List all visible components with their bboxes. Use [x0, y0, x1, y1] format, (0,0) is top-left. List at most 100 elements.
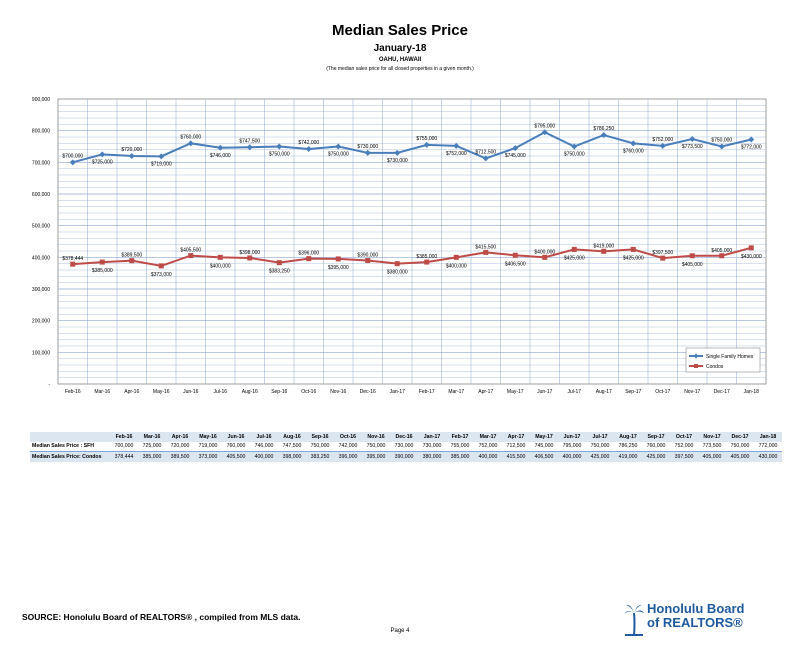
sfh-series-line	[72, 131, 752, 164]
data-label: $425,000	[623, 255, 644, 261]
sfh-data-point	[305, 146, 312, 153]
condo-data-point	[158, 263, 164, 269]
table-header-cell: Dec-16	[390, 432, 418, 442]
logo-line-1: Honolulu Board	[647, 601, 745, 616]
condo-data-point	[365, 258, 371, 263]
data-label: $389,500	[121, 253, 142, 259]
sfh-data-point	[512, 145, 519, 152]
sfh-data-point	[423, 141, 430, 148]
table-cell: 405,500	[222, 451, 250, 462]
x-tick-label: Mar-17	[448, 389, 464, 395]
data-label: $760,000	[180, 134, 201, 140]
table-cell: 398,000	[278, 451, 306, 462]
x-tick-label: Nov-17	[684, 389, 700, 395]
table-cell: 752,000	[474, 441, 502, 452]
data-label: $730,000	[387, 158, 408, 164]
table-header-cell: Aug-17	[614, 432, 642, 442]
data-label: $415,500	[475, 244, 496, 250]
table-cell: 750,000	[306, 441, 334, 452]
data-label: $746,000	[210, 153, 231, 159]
sfh-data-point	[630, 140, 637, 147]
data-label: $750,000	[711, 138, 732, 144]
x-tick-label: Jun-16	[183, 389, 199, 395]
sfh-data-point	[659, 142, 666, 149]
legend-label: Condos	[706, 364, 724, 370]
table-cell: 425,000	[586, 451, 614, 462]
condo-data-point	[660, 255, 666, 261]
table-cell: 405,000	[726, 451, 754, 462]
data-label: $395,000	[328, 265, 349, 271]
table-cell: 400,000	[250, 451, 278, 462]
condo-data-point	[217, 254, 223, 260]
logo-text: Honolulu Board of REALTORS®	[647, 602, 745, 630]
sfh-data-point	[453, 142, 460, 149]
x-tick-label: Sep-17	[625, 389, 641, 395]
sfh-data-point	[276, 143, 283, 150]
condo-data-point	[630, 246, 636, 252]
legend-marker	[694, 364, 698, 368]
condo-data-point	[453, 254, 459, 260]
data-label: $795,000	[534, 123, 555, 129]
y-tick-label: 400,000	[32, 255, 50, 261]
chart-subtitle: January-18	[373, 43, 427, 54]
y-tick-label: 700,000	[32, 160, 50, 166]
table-header-cell: May-17	[530, 432, 558, 442]
data-label: $752,000	[446, 151, 467, 157]
sfh-data-point	[689, 136, 696, 143]
table-header-cell: Jun-16	[222, 432, 250, 442]
table-header-cell: Sep-17	[642, 432, 670, 442]
y-tick-label: 900,000	[32, 97, 50, 103]
x-tick-label: Nov-16	[330, 389, 346, 395]
y-tick-label: 100,000	[32, 350, 50, 356]
table-cell: 755,000	[446, 441, 474, 452]
data-label: $400,000	[446, 263, 467, 269]
table-cell: 719,000	[194, 441, 222, 452]
honolulu-board-logo: Honolulu Board of REALTORS®	[623, 601, 783, 637]
table-header-cell: Aug-16	[278, 432, 306, 442]
data-label: $406,500	[505, 261, 526, 267]
data-label: $378,444	[62, 256, 83, 262]
data-label: $405,000	[682, 262, 703, 268]
table-cell: 406,500	[530, 451, 558, 462]
sfh-data-point	[187, 140, 194, 147]
table-header-cell: Nov-16	[362, 432, 390, 442]
condo-data-point	[601, 248, 607, 254]
data-label: $700,000	[62, 153, 83, 159]
data-label: $419,000	[593, 243, 614, 249]
table-cell: 390,000	[390, 451, 418, 462]
x-tick-label: May-16	[153, 389, 170, 395]
x-tick-label: Oct-16	[301, 389, 316, 395]
x-tick-label: Feb-17	[419, 389, 435, 395]
table-header-cell: Nov-17	[698, 432, 726, 442]
y-tick-label: 800,000	[32, 129, 50, 135]
data-label: $745,000	[505, 153, 526, 159]
table-header-cell: Sep-16	[306, 432, 334, 442]
table-cell: 383,250	[306, 451, 334, 462]
table-header-cell: Feb-17	[446, 432, 474, 442]
table-header-cell: Dec-17	[726, 432, 754, 442]
x-tick-label: Jul-16	[213, 389, 227, 395]
data-label: $385,000	[416, 254, 437, 260]
table-cell: 397,500	[670, 451, 698, 462]
table-header-cell: Feb-16	[110, 432, 138, 442]
x-tick-label: Aug-17	[596, 389, 612, 395]
table-row-label: Median Sales Price: Condos	[30, 451, 110, 462]
condo-data-point	[99, 259, 105, 265]
data-label: $725,000	[92, 159, 113, 165]
table-cell: 745,000	[530, 441, 558, 452]
y-tick-label: 300,000	[32, 287, 50, 293]
condo-data-point	[483, 249, 489, 255]
data-label: $750,000	[564, 152, 585, 158]
x-tick-label: Aug-16	[242, 389, 258, 395]
sfh-data-point	[394, 149, 401, 156]
chart-title: Median Sales Price	[332, 22, 468, 39]
y-tick-label: 600,000	[32, 192, 50, 198]
y-tick-label: 200,000	[32, 319, 50, 325]
table-cell: 400,000	[474, 451, 502, 462]
table-cell: 795,000	[558, 441, 586, 452]
table-header-cell: Apr-17	[502, 432, 530, 442]
data-label: $405,500	[180, 248, 201, 254]
line-chart: - 100,000 200,000 300,000 400,000 500,000 600,…	[32, 97, 767, 395]
condo-data-point	[188, 253, 194, 259]
x-tick-label: Oct-17	[655, 389, 670, 395]
